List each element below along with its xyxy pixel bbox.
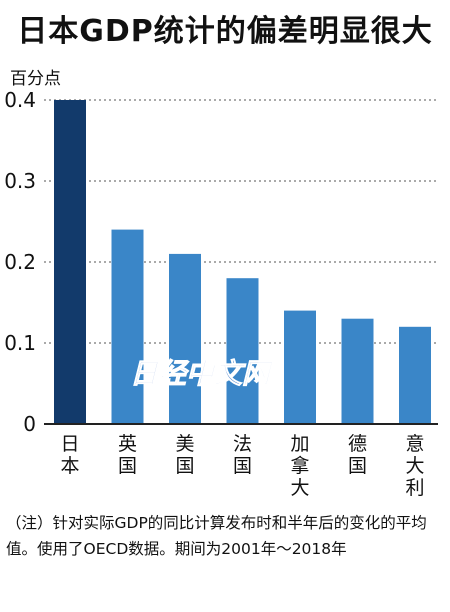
category-label-2-char-0: 美 [175,433,194,455]
category-label-3-char-0: 法 [233,433,252,455]
category-label-4-char-0: 加 [290,433,309,455]
category-label-6-char-0: 意 [405,433,424,455]
category-label-5-char-0: 德 [348,433,367,455]
chart-title: 日本GDP统计的偏差明显很大 [17,14,433,49]
y-tick-label: 0.3 [4,169,36,193]
watermark: 日经中文网 [130,357,274,390]
bar-2 [169,253,201,424]
category-label-5-char-1: 国 [348,455,367,477]
bar-0 [54,100,86,424]
bar-6 [399,326,431,424]
y-tick-labels: 0 0.1 0.2 0.3 0.4 [4,88,36,436]
category-label-2-char-1: 国 [175,455,194,477]
footnote: （注）针对实际GDP的同比计算发布时和半年后的变化的平均值。使用了OECD数据。… [6,514,427,558]
y-tick-label: 0.4 [4,88,36,112]
category-label-6-char-1: 大 [405,455,424,477]
category-label-4-char-1: 拿 [290,454,309,477]
category-label-0-char-0: 日 [60,433,79,455]
bars [54,100,431,424]
category-label-3-char-1: 国 [233,455,252,477]
category-label-0-char-1: 本 [60,455,79,477]
category-label-1-char-1: 国 [118,455,137,477]
y-tick-label: 0.1 [4,331,36,355]
category-label-4-char-2: 大 [290,477,309,499]
bar-3 [226,278,259,424]
bar-1 [111,229,144,424]
bar-4 [284,310,316,424]
category-label-1-char-0: 英 [118,433,137,455]
y-axis-unit: 百分点 [10,69,61,89]
bar-5 [341,318,374,424]
category-label-6-char-2: 利 [405,477,424,499]
y-tick-label: 0 [23,412,36,436]
y-tick-label: 0.2 [4,250,36,274]
